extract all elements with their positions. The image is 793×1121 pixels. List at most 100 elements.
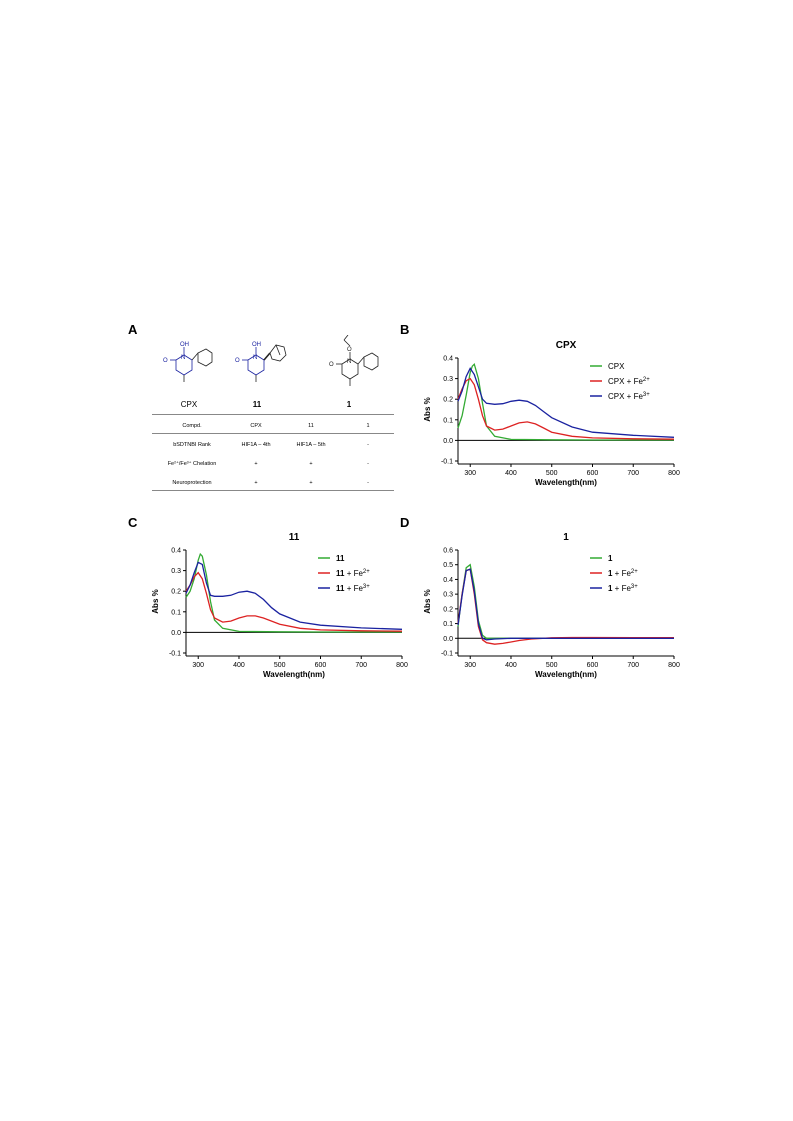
- legend-label: CPX + Fe3+: [608, 392, 650, 401]
- legend-label: CPX: [608, 362, 625, 371]
- structure-1: [336, 335, 379, 386]
- table-cell: Fe²⁺/Fe³⁺ Chelation: [167, 460, 217, 467]
- x-axis-label: Wavelength(nm): [535, 478, 597, 487]
- molecule-label-11: 11: [252, 400, 262, 409]
- atom-n: N: [181, 355, 185, 361]
- y-tick-label: 0.4: [171, 548, 181, 555]
- y-tick-label: 0.2: [171, 589, 181, 596]
- y-tick-label: 0.0: [443, 438, 453, 445]
- atom-n: N: [253, 355, 257, 361]
- series-line: [457, 563, 674, 639]
- chart-d: 1 -0.1 0.0 0.1 0.2 0.3 0.4 0.5 0.6 300 400 500 600 70…: [423, 532, 680, 679]
- y-tick-label: 0.1: [443, 417, 453, 424]
- series-line: [185, 552, 402, 633]
- atom-oh: OH: [252, 342, 261, 348]
- series-line: [457, 377, 675, 440]
- series-line: [457, 568, 674, 645]
- y-tick-label: 0.3: [443, 376, 453, 383]
- series-line: [457, 362, 674, 441]
- y-tick-label: 0.2: [443, 397, 453, 404]
- y-tick-label: -0.1: [441, 651, 453, 658]
- atom-o: O: [329, 362, 334, 368]
- table-bottom-rule: [152, 490, 394, 491]
- legend-label: 1 + Fe2+: [608, 569, 638, 578]
- table-row: bSDTNBI Rank HIF1A – 4th HIF1A – 5th -: [152, 435, 394, 454]
- x-tick-label: 800: [668, 662, 680, 669]
- panel-label-b: B: [400, 322, 410, 337]
- atom-oh: OH: [180, 342, 189, 348]
- chart-c: 11 -0.1 0.0 0.1 0.2 0.3 0.4 300 400 500 600 700 800 W…: [151, 532, 408, 679]
- y-tick-label: 0.6: [443, 548, 453, 555]
- table-header-cell: 11: [308, 422, 314, 429]
- x-tick-label: 700: [627, 662, 639, 669]
- table-cell: +: [254, 479, 258, 486]
- y-axis-label: Abs %: [151, 589, 160, 613]
- chemical-structures: OH N O OH N O O N O: [163, 335, 379, 386]
- x-tick-label: 400: [505, 470, 517, 477]
- atom-o: O: [235, 358, 240, 364]
- x-tick-label: 500: [546, 662, 558, 669]
- x-tick-label: 500: [274, 662, 286, 669]
- table-header-row: Compd. CPX 11 1: [152, 416, 394, 435]
- y-tick-label: -0.1: [169, 651, 181, 658]
- table-cell: -: [367, 460, 369, 467]
- x-tick-label: 500: [546, 470, 558, 477]
- y-tick-label: 0.5: [443, 562, 453, 569]
- structure-cpx: [170, 347, 213, 382]
- chart-title: CPX: [556, 340, 577, 351]
- atom-o: O: [163, 358, 168, 364]
- molecule-label-1: 1: [346, 400, 352, 409]
- legend-label: 11: [336, 554, 345, 563]
- y-tick-label: 0.3: [171, 568, 181, 575]
- table-header-cell: Compd.: [182, 422, 202, 429]
- legend-label: 1: [608, 554, 613, 563]
- table-cell: -: [367, 441, 369, 448]
- table-cell: bSDTNBI Rank: [173, 441, 211, 448]
- legend-label: 11 + Fe3+: [336, 584, 370, 593]
- chart-title: 1: [563, 532, 569, 543]
- y-tick-label: 0.1: [171, 609, 181, 616]
- series-line: [185, 571, 403, 632]
- x-tick-label: 600: [587, 470, 599, 477]
- table-cell: Neuroprotection: [172, 479, 212, 486]
- panel-label-a: A: [128, 322, 138, 337]
- y-tick-label: 0.4: [443, 577, 453, 584]
- table-cell: +: [309, 479, 313, 486]
- legend-label: 11 + Fe2+: [336, 569, 370, 578]
- x-tick-label: 600: [315, 662, 327, 669]
- x-tick-label: 600: [587, 662, 599, 669]
- x-axis-label: Wavelength(nm): [263, 670, 325, 679]
- y-tick-label: 0.0: [171, 630, 181, 637]
- properties-table: Compd. CPX 11 1 bSDTNBI Rank HIF1A – 4th…: [152, 416, 394, 492]
- y-tick-label: 0.3: [443, 592, 453, 599]
- table-row: Neuroprotection + + -: [152, 473, 394, 492]
- table-cell: HIF1A – 4th: [241, 441, 271, 448]
- series-line: [185, 561, 403, 630]
- x-axis-label: Wavelength(nm): [535, 670, 597, 679]
- atom-o: O: [347, 347, 352, 353]
- y-tick-label: -0.1: [441, 459, 453, 466]
- chart-title: 11: [289, 532, 300, 543]
- y-axis-label: Abs %: [423, 589, 432, 613]
- x-tick-label: 700: [355, 662, 367, 669]
- y-tick-label: 0.2: [443, 606, 453, 613]
- x-tick-label: 700: [627, 470, 639, 477]
- table-header-rule: [152, 433, 394, 434]
- panel-label-c: C: [128, 515, 138, 530]
- series-line: [457, 366, 675, 438]
- panel-label-d: D: [400, 515, 410, 530]
- table-cell: +: [254, 460, 258, 467]
- series-line: [457, 568, 674, 641]
- atom-n: N: [347, 359, 351, 365]
- x-tick-label: 400: [233, 662, 245, 669]
- y-tick-label: 0.4: [443, 356, 453, 363]
- molecule-label-cpx: CPX: [180, 400, 198, 409]
- table-row: Fe²⁺/Fe³⁺ Chelation + + -: [152, 454, 394, 473]
- y-tick-label: 0.0: [443, 636, 453, 643]
- x-tick-label: 800: [396, 662, 408, 669]
- legend-label: 1 + Fe3+: [608, 584, 638, 593]
- table-cell: +: [309, 460, 313, 467]
- structure-11: [242, 344, 287, 382]
- table-cell: -: [367, 479, 369, 486]
- table-cell: HIF1A – 5th: [296, 441, 326, 448]
